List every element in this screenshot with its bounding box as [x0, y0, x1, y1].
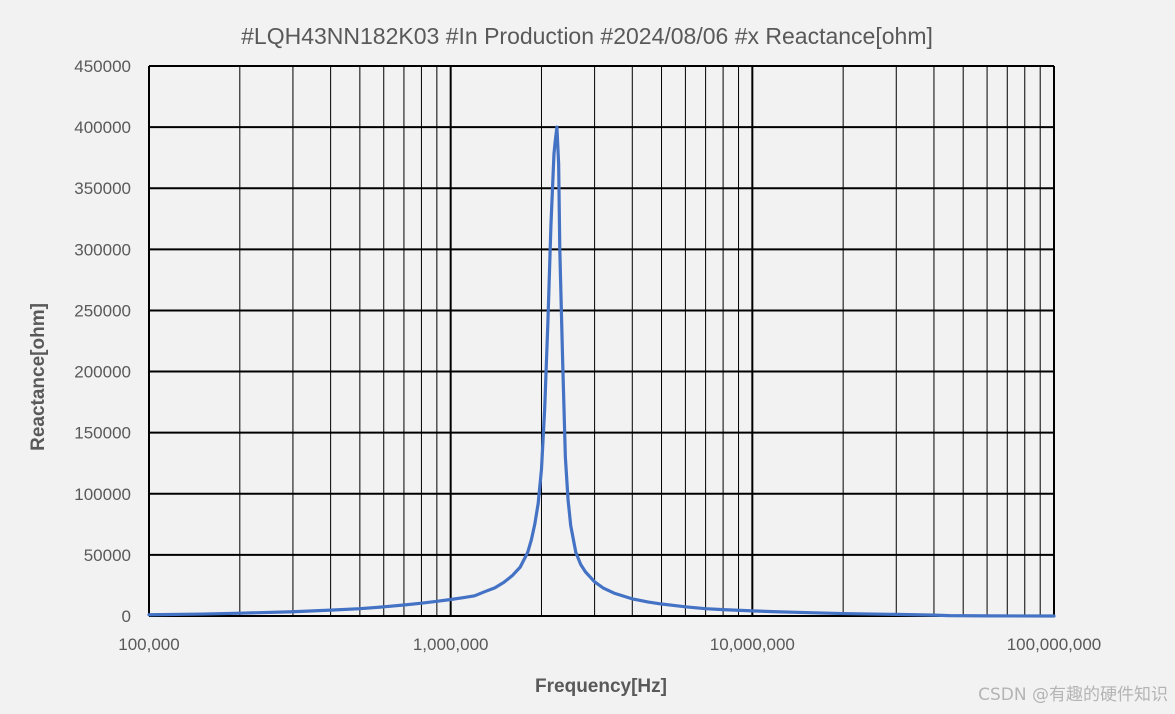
watermark-text: CSDN @有趣的硬件知识: [978, 685, 1168, 705]
x-tick-label: 1,000,000: [413, 635, 489, 654]
x-axis-tick-labels: 100,000 1,000,000 10,000,000 100,000,000: [118, 635, 1101, 654]
y-axis-tick-labels: 0 50000 100000 150000 200000 250000 300000 3500…: [74, 57, 131, 626]
y-tick-label: 0: [122, 607, 131, 626]
y-tick-label: 50000: [84, 546, 131, 565]
y-tick-label: 450000: [74, 57, 131, 76]
major-gridlines: [148, 65, 1055, 617]
y-tick-label: 100000: [74, 485, 131, 504]
y-tick-label: 400000: [74, 118, 131, 137]
minor-gridlines: [239, 66, 1041, 616]
y-tick-label: 300000: [74, 240, 131, 259]
y-tick-label: 350000: [74, 179, 131, 198]
chart-title: #LQH43NN182K03 #In Production #2024/08/0…: [241, 23, 933, 49]
x-tick-label: 100,000: [118, 635, 179, 654]
x-axis-label: Frequency[Hz]: [535, 676, 667, 697]
x-tick-label: 100,000,000: [1007, 635, 1102, 654]
x-tick-label: 10,000,000: [710, 635, 795, 654]
y-tick-label: 250000: [74, 301, 131, 320]
y-tick-label: 150000: [74, 424, 131, 443]
y-tick-label: 200000: [74, 363, 131, 382]
reactance-series-line: [147, 125, 1056, 618]
series-layer: [147, 125, 1056, 618]
y-axis-label: Reactance[ohm]: [28, 303, 49, 451]
